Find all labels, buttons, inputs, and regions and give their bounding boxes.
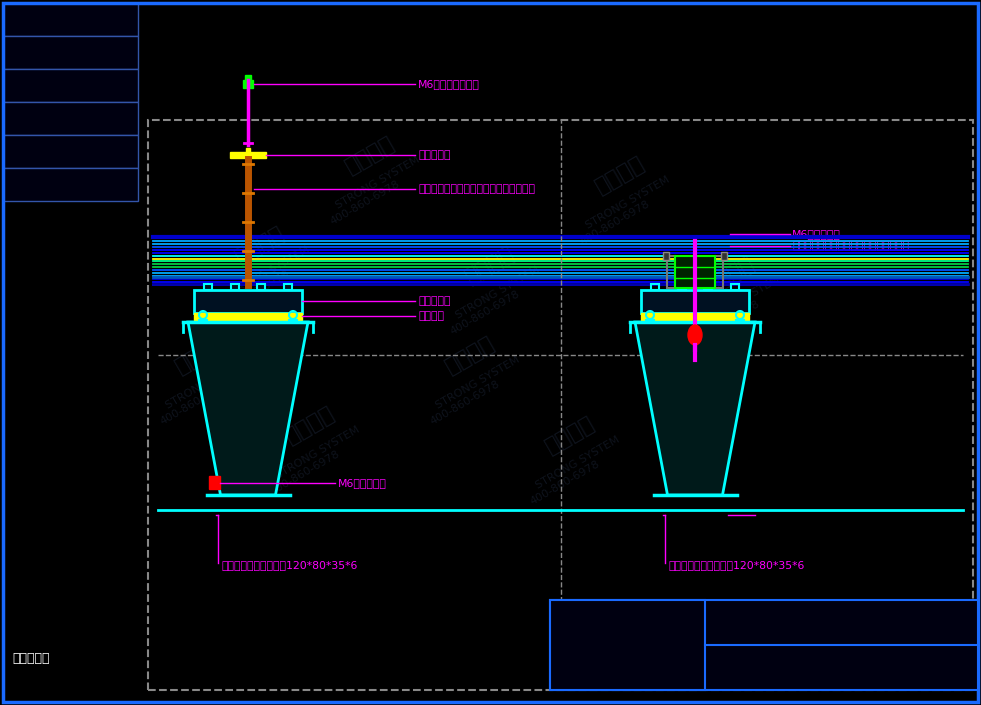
Text: 西创系统：梯形精制钢120*80*35*6: 西创系统：梯形精制钢120*80*35*6 xyxy=(221,560,357,570)
Text: 梯形精制钢系统：采光顶: 梯形精制钢系统：采光顶 xyxy=(787,614,897,632)
Polygon shape xyxy=(188,322,308,495)
Text: 400-860-6978: 400-860-6978 xyxy=(329,179,401,227)
Text: 西创系统：公母螺栓（专利；连续栓接）: 西创系统：公母螺栓（专利；连续栓接） xyxy=(792,241,909,251)
Bar xyxy=(3,168,138,201)
Bar xyxy=(194,290,302,313)
Bar xyxy=(667,256,675,288)
Text: STRONG | SYSTEM: STRONG | SYSTEM xyxy=(580,661,675,672)
Text: 西创系统: 西创系统 xyxy=(341,133,398,177)
Bar xyxy=(243,80,253,88)
Text: 400-860-6978: 400-860-6978 xyxy=(429,379,501,427)
Bar xyxy=(675,256,715,288)
Bar xyxy=(663,252,669,260)
Text: 橡胶垫皮: 橡胶垫皮 xyxy=(418,311,444,321)
Text: STRONG SYSTEM: STRONG SYSTEM xyxy=(695,275,782,331)
Bar xyxy=(641,313,749,320)
Text: 西创系统: 西创系统 xyxy=(592,153,648,197)
Bar xyxy=(3,69,138,102)
Text: 安全防火: 安全防火 xyxy=(54,13,87,27)
Text: 西创系统: 西创系统 xyxy=(462,243,518,287)
Polygon shape xyxy=(635,322,755,495)
Text: 铝合金压码: 铝合金压码 xyxy=(418,150,450,160)
Bar xyxy=(246,148,250,152)
Text: STRONG SYSTEM: STRONG SYSTEM xyxy=(335,155,422,211)
Text: 西创系统®: 西创系统® xyxy=(590,623,665,642)
Text: 400-860-6978: 400-860-6978 xyxy=(448,289,522,337)
Text: 西创系统: 西创系统 xyxy=(441,333,498,377)
Text: 专利产品！: 专利产品！ xyxy=(12,652,49,665)
Bar xyxy=(721,252,727,260)
Text: 开模铝型材: 开模铝型材 xyxy=(418,296,450,306)
Text: STRONG SYSTEM: STRONG SYSTEM xyxy=(275,425,362,481)
Bar xyxy=(3,36,138,69)
Bar xyxy=(194,313,302,320)
Bar xyxy=(3,135,138,168)
Text: STRONG SYSTEM: STRONG SYSTEM xyxy=(164,355,252,411)
Text: 400-860-6978: 400-860-6978 xyxy=(219,269,291,317)
Bar xyxy=(641,290,749,313)
Bar xyxy=(550,600,978,690)
Text: 超级防腐: 超级防腐 xyxy=(54,78,87,92)
Bar xyxy=(550,600,705,690)
Text: 更纤细: 更纤细 xyxy=(58,178,83,192)
Text: 400-860-6978: 400-860-6978 xyxy=(269,449,341,497)
Text: 西创系统: 西创系统 xyxy=(172,333,229,377)
Text: 大跨度: 大跨度 xyxy=(58,111,83,125)
Text: STRONG SYSTEM: STRONG SYSTEM xyxy=(225,245,312,301)
Bar xyxy=(257,284,265,290)
Text: 大通透: 大通透 xyxy=(58,145,83,159)
Text: 400-860-6978: 400-860-6978 xyxy=(159,379,232,427)
Bar xyxy=(3,102,138,135)
Text: 西创系统: 西创系统 xyxy=(542,413,598,457)
Bar xyxy=(230,152,266,158)
Text: 西创系统：梯形精制钢120*80*35*6: 西创系统：梯形精制钢120*80*35*6 xyxy=(668,560,804,570)
Bar xyxy=(204,284,212,290)
Bar xyxy=(3,3,138,36)
Text: STRONG SYSTEM: STRONG SYSTEM xyxy=(454,265,542,321)
Bar xyxy=(284,284,292,290)
Text: M6不锈钢螺母: M6不锈钢螺母 xyxy=(338,478,387,488)
Bar xyxy=(731,284,739,290)
Text: M6不锈钢螺母: M6不锈钢螺母 xyxy=(792,229,841,239)
Bar xyxy=(209,476,220,489)
Text: 400-860-6978: 400-860-6978 xyxy=(689,299,761,347)
Text: 西创系统: 西创系统 xyxy=(701,253,758,297)
Text: STRONG SYSTEM: STRONG SYSTEM xyxy=(535,435,622,491)
Text: M6不锈钢盘头螺栓: M6不锈钢盘头螺栓 xyxy=(418,79,480,89)
Text: STRONG SYSTEM: STRONG SYSTEM xyxy=(435,355,522,411)
Text: 400-860-6978: 400-860-6978 xyxy=(529,459,601,507)
Bar xyxy=(245,75,251,80)
Bar xyxy=(231,284,239,290)
Bar xyxy=(678,284,686,290)
Text: 400-860-6978: 400-860-6978 xyxy=(579,199,651,247)
Bar xyxy=(704,284,712,290)
Text: 西创系统：公母螺栓（专利；连续栓接）: 西创系统：公母螺栓（专利；连续栓接） xyxy=(418,184,535,194)
Bar xyxy=(651,284,659,290)
Text: 西创金属科技（江苏）有限公司: 西创金属科技（江苏）有限公司 xyxy=(789,659,894,672)
Text: STRONG SYSTEM: STRONG SYSTEM xyxy=(585,175,672,231)
Ellipse shape xyxy=(688,325,702,345)
Text: 西创系统: 西创系统 xyxy=(282,403,338,447)
Text: 西创系统: 西创系统 xyxy=(232,223,288,267)
Text: 环保节能: 环保节能 xyxy=(54,46,87,59)
Bar xyxy=(148,120,973,690)
Bar xyxy=(715,256,723,288)
